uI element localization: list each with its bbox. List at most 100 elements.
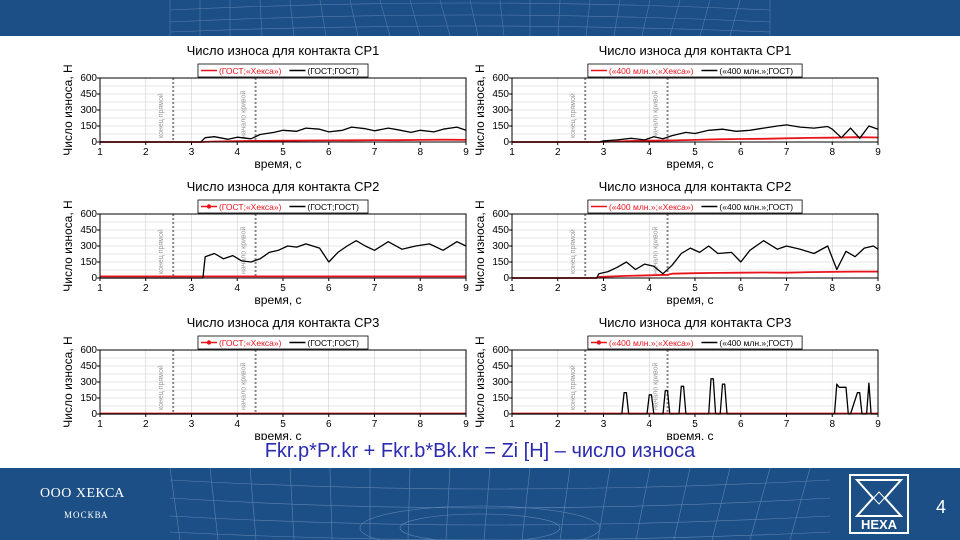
vline-label: конец прямой	[157, 229, 165, 274]
x-axis-label: время, с	[254, 293, 301, 307]
vline-label: начало кривой	[240, 90, 248, 138]
legend-box	[587, 335, 803, 350]
chart-title: Число износа для контакта CP3	[599, 315, 792, 330]
legend-box	[197, 335, 369, 350]
x-tick-label: 1	[97, 419, 103, 430]
x-axis-label: время, с	[666, 429, 713, 440]
x-tick-label: 6	[326, 283, 332, 294]
y-tick-label: 0	[503, 137, 509, 148]
y-tick-label: 300	[80, 241, 97, 252]
y-axis-label: Число износа, Н	[473, 336, 487, 427]
x-tick-label: 8	[829, 147, 835, 158]
x-tick-label: 2	[555, 283, 561, 294]
y-tick-label: 600	[80, 209, 97, 220]
x-tick-label: 7	[372, 283, 378, 294]
x-tick-label: 9	[875, 283, 881, 294]
x-tick-label: 7	[784, 419, 790, 430]
chart-6: Число износа для контакта CP3 конец прямо…	[473, 315, 881, 440]
y-axis-label: Число износа, Н	[61, 200, 75, 291]
x-tick-label: 6	[738, 283, 744, 294]
legend-box	[197, 199, 369, 214]
x-tick-label: 6	[326, 419, 332, 430]
series-line-2	[100, 240, 467, 279]
y-tick-label: 600	[80, 73, 97, 84]
x-tick-label: 9	[463, 147, 469, 158]
y-tick-label: 150	[492, 393, 509, 404]
vline-label: конец прямой	[157, 93, 165, 138]
y-tick-label: 300	[80, 105, 97, 116]
legend-label-2: («400 млн.»;ГОСТ)	[719, 66, 793, 76]
x-tick-label: 7	[372, 147, 378, 158]
x-tick-label: 2	[143, 283, 149, 294]
vline-label: начало кривой	[652, 90, 660, 138]
y-tick-label: 0	[91, 137, 97, 148]
y-tick-label: 300	[492, 105, 509, 116]
chart-title: Число износа для контакта CP2	[187, 179, 380, 194]
x-tick-label: 8	[829, 283, 835, 294]
hexa-logo: HEXA	[849, 474, 909, 534]
x-tick-label: 4	[234, 283, 240, 294]
series-line-2	[100, 126, 467, 143]
legend-label-1: («400 млн.»;«Хекса»)	[609, 338, 694, 348]
x-tick-label: 9	[875, 147, 881, 158]
logo-text: HEXA	[861, 517, 898, 532]
legend: («400 млн.»;«Хекса») («400 млн.»;ГОСТ)	[587, 63, 803, 78]
x-tick-label: 5	[692, 419, 698, 430]
legend-label-2: («400 млн.»;ГОСТ)	[719, 202, 793, 212]
x-tick-label: 5	[280, 147, 286, 158]
mesh-pattern-bottom	[169, 468, 831, 540]
legend-label-2: («400 млн.»;ГОСТ)	[719, 338, 793, 348]
y-axis-label: Число износа, Н	[473, 64, 487, 155]
y-tick-label: 0	[91, 409, 97, 420]
x-tick-label: 3	[601, 147, 607, 158]
legend: («400 млн.»;«Хекса») («400 млн.»;ГОСТ)	[587, 335, 803, 350]
y-tick-label: 150	[80, 121, 97, 132]
legend-marker-1	[206, 204, 212, 209]
legend: (ГОСТ;«Хекса») (ГОСТ;ГОСТ)	[197, 63, 369, 78]
x-tick-label: 5	[692, 147, 698, 158]
y-tick-label: 600	[492, 345, 509, 356]
chart-2: Число износа для контакта CP1 конец прямо…	[473, 43, 881, 171]
chart-3: Число износа для контакта CP2 конец прямо…	[61, 179, 469, 307]
x-tick-label: 1	[509, 419, 515, 430]
legend-box	[587, 199, 803, 214]
x-tick-label: 9	[463, 419, 469, 430]
y-tick-label: 450	[80, 361, 97, 372]
x-tick-label: 4	[646, 147, 652, 158]
x-tick-label: 7	[784, 147, 790, 158]
x-axis-label: время, с	[666, 157, 713, 171]
y-tick-label: 600	[492, 209, 509, 220]
x-tick-label: 8	[417, 147, 423, 158]
legend-label-2: (ГОСТ;ГОСТ)	[307, 202, 359, 212]
wear-formula: Fkr.p*Pr.kr + Fkr.b*Bk.kr = Zi [H] – чис…	[264, 440, 696, 462]
series-line-1	[512, 270, 878, 279]
x-tick-label: 4	[234, 147, 240, 158]
y-tick-label: 300	[80, 377, 97, 388]
y-tick-label: 0	[503, 409, 509, 420]
x-axis-label: время, с	[254, 429, 301, 440]
chart-1: Число износа для контакта CP1 конец прямо…	[61, 43, 469, 171]
mesh-pattern-top	[169, 0, 771, 36]
x-axis-label: время, с	[254, 157, 301, 171]
legend-label-2: (ГОСТ;ГОСТ)	[307, 338, 359, 348]
x-tick-label: 5	[692, 283, 698, 294]
x-tick-label: 6	[326, 147, 332, 158]
legend-label-1: (ГОСТ;«Хекса»)	[219, 338, 282, 348]
vline-label: начало кривой	[652, 226, 660, 274]
x-tick-label: 1	[509, 283, 515, 294]
legend-label-1: (ГОСТ;«Хекса»)	[219, 66, 282, 76]
legend: («400 млн.»;«Хекса») («400 млн.»;ГОСТ)	[587, 199, 803, 214]
x-tick-label: 8	[829, 419, 835, 430]
legend-box	[587, 63, 803, 78]
bottom-banner	[0, 468, 960, 540]
x-tick-label: 7	[784, 283, 790, 294]
vline-label: конец прямой	[569, 93, 577, 138]
x-tick-label: 3	[189, 283, 195, 294]
y-tick-label: 150	[492, 121, 509, 132]
x-tick-label: 3	[601, 419, 607, 430]
x-tick-label: 6	[738, 147, 744, 158]
vline-label: начало кривой	[240, 362, 248, 410]
y-tick-label: 450	[492, 89, 509, 100]
chart-title: Число износа для контакта CP2	[599, 179, 792, 194]
x-tick-label: 3	[601, 283, 607, 294]
